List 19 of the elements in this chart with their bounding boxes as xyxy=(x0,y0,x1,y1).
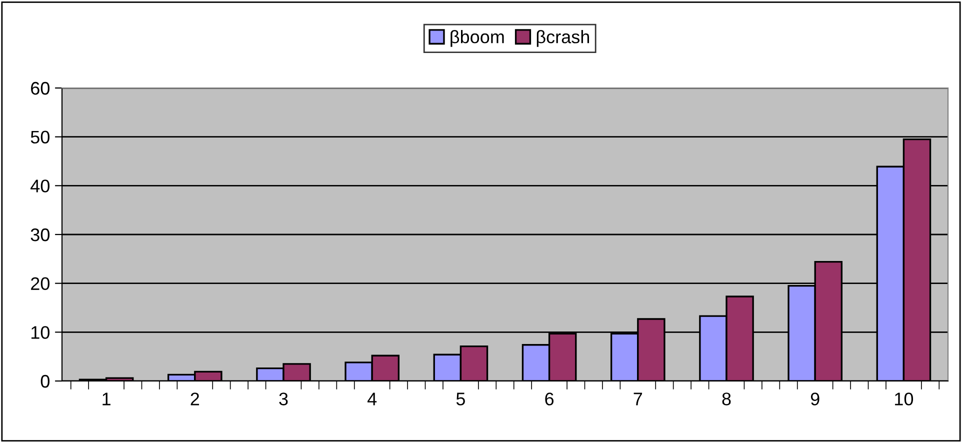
x-tick-label: 6 xyxy=(545,392,554,406)
x-tick-label: 3 xyxy=(279,392,288,406)
x-tick-label: 10 xyxy=(895,392,914,406)
y-tick-label: 10 xyxy=(31,326,50,339)
legend-label: βcrash xyxy=(536,30,590,47)
x-tick-label: 9 xyxy=(810,392,820,406)
y-tick-label: 60 xyxy=(31,82,50,95)
y-tick-label: 20 xyxy=(31,277,50,290)
x-tick-label: 2 xyxy=(190,392,200,406)
x-tick-label: 5 xyxy=(456,392,465,406)
legend-label: βboom xyxy=(450,30,504,47)
y-tick-label: 50 xyxy=(30,130,50,144)
y-tick-label: 40 xyxy=(30,180,50,192)
y-tick-label: 0 xyxy=(40,374,50,388)
x-tick-label: 7 xyxy=(634,392,642,406)
x-tick-label: 1 xyxy=(102,392,110,406)
x-tick-label: 4 xyxy=(367,392,377,406)
x-tick-label: 8 xyxy=(722,392,731,406)
y-tick-label: 30 xyxy=(30,228,50,242)
